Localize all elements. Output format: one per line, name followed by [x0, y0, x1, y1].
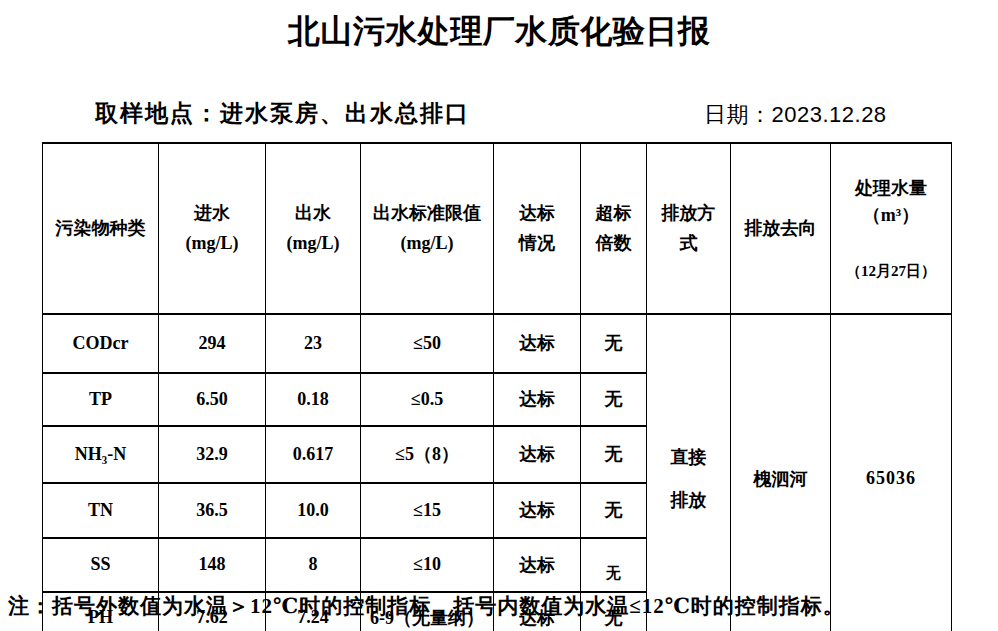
exceed-cell: 无: [581, 373, 647, 426]
inflow-cell: 294: [159, 314, 266, 373]
status-cell: 达标: [494, 373, 581, 426]
outflow-cell: 10.0: [266, 483, 361, 538]
outflow-cell: 0.617: [266, 426, 361, 483]
col-header-treated-volume: 处理水量 （m³） （12月27日）: [831, 143, 952, 314]
col-header-treated-volume-main: 处理水量 （m³）: [831, 175, 951, 231]
inflow-cell: 148: [159, 538, 266, 592]
discharge-method-cell: 直接 排放: [647, 314, 731, 631]
status-cell: 达标: [494, 426, 581, 483]
inflow-cell: 36.5: [159, 483, 266, 538]
col-header-discharge-destination: 排放去向: [731, 143, 831, 314]
limit-cell: ≤0.5: [361, 373, 494, 426]
sampling-location: 取样地点：进水泵房、出水总排口: [95, 98, 470, 129]
limit-cell: ≤15: [361, 483, 494, 538]
outflow-cell: 23: [266, 314, 361, 373]
footnote: 注：括号外数值为水温＞12℃时的控制指标，括号内数值为水温≤12℃时的控制指标。: [8, 592, 845, 620]
exceed-cell: 无: [581, 483, 647, 538]
pollutant-cell: NH₃-N: [43, 426, 159, 483]
header-row: 污染物种类 进水 (mg/L) 出水 (mg/L) 出水标准限值 (mg/L) …: [43, 143, 952, 314]
outflow-cell: 8: [266, 538, 361, 592]
status-cell: 达标: [494, 538, 581, 592]
limit-cell: ≤10: [361, 538, 494, 592]
inflow-cell: 6.50: [159, 373, 266, 426]
limit-cell: ≤50: [361, 314, 494, 373]
col-header-outflow: 出水 (mg/L): [266, 143, 361, 314]
limit-cell: ≤5（8）: [361, 426, 494, 483]
report-date: 日期：2023.12.28: [704, 100, 887, 130]
pollutant-cell: TP: [43, 373, 159, 426]
status-cell: 达标: [494, 314, 581, 373]
pollutant-cell: SS: [43, 538, 159, 592]
inflow-cell: 32.9: [159, 426, 266, 483]
col-header-status: 达标 情况: [494, 143, 581, 314]
water-quality-table: 污染物种类 进水 (mg/L) 出水 (mg/L) 出水标准限值 (mg/L) …: [42, 142, 952, 631]
exceed-cell: 无: [581, 426, 647, 483]
treated-volume-cell: 65036: [831, 314, 952, 631]
col-header-pollutant: 污染物种类: [43, 143, 159, 314]
col-header-inflow: 进水 (mg/L): [159, 143, 266, 314]
outflow-cell: 0.18: [266, 373, 361, 426]
status-cell: 达标: [494, 483, 581, 538]
exceed-cell: 无: [581, 538, 647, 592]
page-title: 北山污水处理厂水质化验日报: [0, 10, 998, 54]
pollutant-cell: CODcr: [43, 314, 159, 373]
col-header-discharge-method: 排放方 式: [647, 143, 731, 314]
pollutant-cell: TN: [43, 483, 159, 538]
col-header-treated-volume-sub: （12月27日）: [831, 261, 951, 282]
col-header-exceed: 超标 倍数: [581, 143, 647, 314]
table-row-codcr: CODcr 294 23 ≤50 达标 无 直接 排放 槐泗河 65036: [43, 314, 952, 373]
discharge-destination-cell: 槐泗河: [731, 314, 831, 631]
col-header-limit: 出水标准限值 (mg/L): [361, 143, 494, 314]
exceed-cell: 无: [581, 314, 647, 373]
